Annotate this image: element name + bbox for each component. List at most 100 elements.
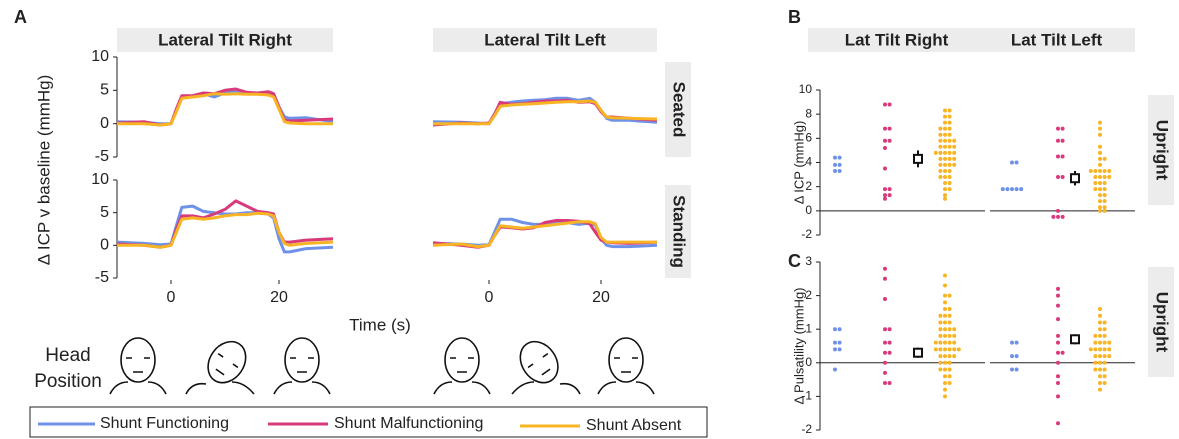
dot xyxy=(1098,168,1102,173)
dot xyxy=(938,150,943,155)
dot xyxy=(833,162,837,167)
dot xyxy=(1102,193,1107,198)
dot xyxy=(938,132,943,137)
dot xyxy=(943,162,947,167)
dot xyxy=(883,340,887,345)
dot xyxy=(947,360,952,365)
dot xyxy=(883,193,887,198)
dot xyxy=(1000,187,1005,192)
dot xyxy=(947,120,952,125)
dot xyxy=(1014,160,1019,165)
dot xyxy=(947,126,952,131)
dot xyxy=(947,144,952,149)
dot xyxy=(947,333,952,338)
subplot-title: Lat Tilt Left xyxy=(1011,30,1103,49)
dot xyxy=(1093,181,1098,186)
dot xyxy=(943,108,947,113)
dot xyxy=(1098,162,1102,167)
dot xyxy=(947,313,952,318)
y-tick-label: 5 xyxy=(100,82,109,99)
dot xyxy=(1098,307,1102,312)
dot xyxy=(1093,175,1098,179)
dot xyxy=(1102,187,1107,192)
dot xyxy=(947,108,952,113)
dot xyxy=(1098,354,1102,359)
mean-box xyxy=(1070,334,1080,345)
dot xyxy=(943,181,947,186)
dot xyxy=(1056,333,1060,338)
dot xyxy=(1102,360,1107,365)
dot xyxy=(883,266,887,271)
dot xyxy=(938,168,943,173)
row-label: Standing xyxy=(670,195,689,268)
head-label: Head xyxy=(45,345,90,366)
dot xyxy=(933,340,938,345)
dot xyxy=(952,327,957,332)
dot xyxy=(1093,347,1098,352)
dot xyxy=(1098,175,1102,179)
dot xyxy=(833,347,837,352)
series-line xyxy=(117,211,334,249)
legend-entry: Shunt Functioning xyxy=(100,415,229,432)
dot xyxy=(1060,214,1065,219)
dot xyxy=(1019,187,1024,192)
series-line xyxy=(432,220,657,249)
series-line xyxy=(116,199,334,249)
x-tick-label: 20 xyxy=(592,289,610,306)
dot xyxy=(1098,144,1102,149)
dot xyxy=(943,138,947,143)
dot xyxy=(943,120,947,125)
dot xyxy=(943,340,947,345)
dot xyxy=(943,320,947,325)
dot xyxy=(1098,126,1102,131)
dot xyxy=(947,114,952,119)
dot xyxy=(1056,214,1060,219)
dot xyxy=(883,370,887,375)
dot xyxy=(833,155,837,160)
dot xyxy=(1098,205,1102,210)
dot xyxy=(947,156,952,161)
x-tick-label: 0 xyxy=(485,289,494,306)
dot xyxy=(1056,374,1060,379)
dot xyxy=(952,156,957,161)
dot xyxy=(943,347,947,352)
y-axis-label: Δ ICP v baseline (mmHg) xyxy=(34,75,53,266)
dot xyxy=(883,296,887,301)
panel-label: C xyxy=(788,251,801,271)
dot xyxy=(956,347,961,352)
x-tick-label: 20 xyxy=(270,289,288,306)
dot xyxy=(1102,175,1107,179)
y-tick-label: -2 xyxy=(801,227,812,241)
dot xyxy=(1102,374,1107,379)
dot xyxy=(1093,360,1098,365)
series-line xyxy=(117,92,333,127)
dot xyxy=(943,374,947,379)
dot xyxy=(1102,199,1107,204)
dot xyxy=(1060,138,1065,143)
dot xyxy=(1098,340,1102,345)
y-tick-label: -2 xyxy=(801,422,812,436)
dot xyxy=(1102,380,1107,385)
row-label-box xyxy=(665,185,691,278)
x-axis-label: Time (s) xyxy=(349,315,411,334)
dot xyxy=(1010,160,1014,165)
dot xyxy=(833,327,837,332)
dot xyxy=(947,347,952,352)
dot xyxy=(943,187,947,192)
dot xyxy=(883,360,887,365)
row-label-box xyxy=(665,62,691,157)
dot xyxy=(1098,156,1102,161)
dot xyxy=(1098,333,1102,338)
dot xyxy=(1098,387,1102,392)
dot xyxy=(883,187,887,192)
title-box xyxy=(117,28,333,52)
dot xyxy=(883,126,887,131)
legend-box xyxy=(29,406,708,438)
dot xyxy=(1102,327,1107,332)
dot xyxy=(947,168,952,173)
dot xyxy=(943,175,947,179)
y-tick-label: -5 xyxy=(95,269,109,286)
dot xyxy=(1102,205,1107,210)
dot xyxy=(1107,354,1112,359)
dot xyxy=(943,394,947,399)
